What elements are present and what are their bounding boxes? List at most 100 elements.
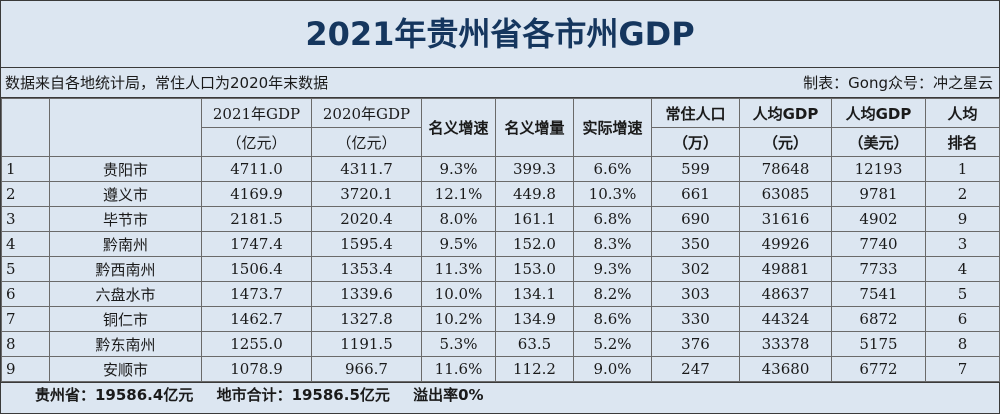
gdp-2020: 4311.7 (312, 157, 422, 182)
gdp-2021: 1747.4 (202, 232, 312, 257)
percap-cny: 48637 (740, 282, 832, 307)
city-name: 毕节市 (50, 207, 202, 232)
percap-usd: 5175 (832, 332, 926, 357)
percap-usd: 4902 (832, 207, 926, 232)
header-gdp2021-unit: （亿元） (202, 128, 312, 157)
gdp-2021: 1462.7 (202, 307, 312, 332)
header-percap-usd: 人均GDP (832, 99, 926, 128)
real-growth: 10.3% (574, 182, 652, 207)
real-growth: 9.3% (574, 257, 652, 282)
city-sum: 地市合计：19586.5亿元 (217, 386, 390, 404)
nominal-growth: 12.1% (422, 182, 496, 207)
percap-rank: 7 (926, 357, 1000, 382)
table-row: 6 六盘水市 1473.7 1339.6 10.0% 134.1 8.2% 303 48637 7… (2, 282, 1000, 307)
percap-usd: 7541 (832, 282, 926, 307)
header-gdp2021: 2021年GDP (202, 99, 312, 128)
meta-row: 数据来自各地统计局，常住人口为2020年末数据 制表：Gong众号：冲之星云 (1, 68, 999, 98)
real-growth: 6.6% (574, 157, 652, 182)
gdp-2021: 4711.0 (202, 157, 312, 182)
row-index: 8 (2, 332, 50, 357)
nominal-increase: 152.0 (496, 232, 574, 257)
gdp-2020: 1339.6 (312, 282, 422, 307)
nominal-growth: 5.3% (422, 332, 496, 357)
gdp-2020: 1353.4 (312, 257, 422, 282)
header-gdp2020-unit: （亿元） (312, 128, 422, 157)
row-index: 6 (2, 282, 50, 307)
table-row: 3 毕节市 2181.5 2020.4 8.0% 161.1 6.8% 690 31616 490… (2, 207, 1000, 232)
nominal-increase: 134.1 (496, 282, 574, 307)
percap-rank: 5 (926, 282, 1000, 307)
header-gdp2020: 2020年GDP (312, 99, 422, 128)
table-credit: 制表：Gong众号：冲之星云 (803, 72, 993, 93)
percap-usd: 7740 (832, 232, 926, 257)
nominal-growth: 11.6% (422, 357, 496, 382)
population: 330 (652, 307, 740, 332)
row-index: 4 (2, 232, 50, 257)
real-growth: 8.2% (574, 282, 652, 307)
row-index: 3 (2, 207, 50, 232)
percap-rank: 3 (926, 232, 1000, 257)
nominal-increase: 63.5 (496, 332, 574, 357)
gdp-2020: 2020.4 (312, 207, 422, 232)
table-row: 7 铜仁市 1462.7 1327.8 10.2% 134.9 8.6% 330 44324 68… (2, 307, 1000, 332)
population: 661 (652, 182, 740, 207)
percap-rank: 1 (926, 157, 1000, 182)
gdp-2020: 1595.4 (312, 232, 422, 257)
row-index: 2 (2, 182, 50, 207)
percap-usd: 6872 (832, 307, 926, 332)
gdp-2020: 966.7 (312, 357, 422, 382)
table-row: 2 遵义市 4169.9 3720.1 12.1% 449.8 10.3% 661 63085 9… (2, 182, 1000, 207)
gdp-2020: 1191.5 (312, 332, 422, 357)
population: 302 (652, 257, 740, 282)
row-index: 5 (2, 257, 50, 282)
percap-cny: 43680 (740, 357, 832, 382)
percap-usd: 9781 (832, 182, 926, 207)
percap-rank: 9 (926, 207, 1000, 232)
header-city (50, 99, 202, 157)
nominal-growth: 10.0% (422, 282, 496, 307)
header-population-unit: （万） (652, 128, 740, 157)
header-percap-cny: 人均GDP (740, 99, 832, 128)
header-percap-cny-unit: （元） (740, 128, 832, 157)
gdp-2020: 3720.1 (312, 182, 422, 207)
population: 690 (652, 207, 740, 232)
table-row: 1 贵阳市 4711.0 4311.7 9.3% 399.3 6.6% 599 78648 121… (2, 157, 1000, 182)
population: 350 (652, 232, 740, 257)
header-nominal-increase: 名义增量 (496, 99, 574, 157)
real-growth: 9.0% (574, 357, 652, 382)
percap-cny: 31616 (740, 207, 832, 232)
row-index: 7 (2, 307, 50, 332)
gdp-table: 2021年GDP 2020年GDP 名义增速 名义增量 实际增速 常住人口 人均… (1, 98, 1000, 382)
table-header: 2021年GDP 2020年GDP 名义增速 名义增量 实际增速 常住人口 人均… (2, 99, 1000, 157)
nominal-growth: 10.2% (422, 307, 496, 332)
real-growth: 8.6% (574, 307, 652, 332)
nominal-increase: 449.8 (496, 182, 574, 207)
nominal-increase: 134.9 (496, 307, 574, 332)
nominal-growth: 11.3% (422, 257, 496, 282)
gdp-2021: 1255.0 (202, 332, 312, 357)
table-row: 9 安顺市 1078.9 966.7 11.6% 112.2 9.0% 247 43680 677… (2, 357, 1000, 382)
real-growth: 5.2% (574, 332, 652, 357)
city-name: 黔东南州 (50, 332, 202, 357)
overflow-rate: 溢出率0% (413, 386, 483, 404)
data-source-note: 数据来自各地统计局，常住人口为2020年末数据 (5, 72, 328, 93)
gdp-2021: 1506.4 (202, 257, 312, 282)
gdp-2021: 1473.7 (202, 282, 312, 307)
percap-rank: 4 (926, 257, 1000, 282)
row-index: 9 (2, 357, 50, 382)
sheet-title: 2021年贵州省各市州GDP (1, 1, 999, 68)
row-index: 1 (2, 157, 50, 182)
header-rank-unit: 排名 (926, 128, 1000, 157)
gdp-2020: 1327.8 (312, 307, 422, 332)
nominal-increase: 399.3 (496, 157, 574, 182)
population: 599 (652, 157, 740, 182)
footer-summary: 贵州省：19586.4亿元 地市合计：19586.5亿元 溢出率0% (1, 382, 999, 407)
percap-cny: 44324 (740, 307, 832, 332)
city-name: 安顺市 (50, 357, 202, 382)
percap-cny: 49881 (740, 257, 832, 282)
percap-usd: 6772 (832, 357, 926, 382)
nominal-growth: 9.3% (422, 157, 496, 182)
city-name: 黔西南州 (50, 257, 202, 282)
gdp-2021: 4169.9 (202, 182, 312, 207)
